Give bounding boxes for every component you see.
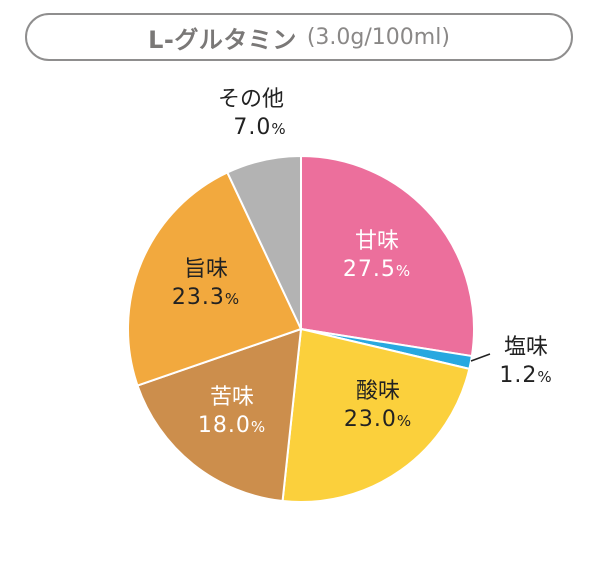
label-amami-unit: % [395,262,412,280]
leader-line-enmi [470,353,491,362]
label-sonota: その他 7.0% [196,86,306,143]
label-enmi-name: 塩味 [503,335,548,360]
label-sonota-name: その他 [217,87,284,112]
chart-subtitle: (3.0g/100ml) [306,24,450,50]
pie-slice-umami [127,171,302,387]
chart-title: L-グルタミン [148,25,297,54]
label-nigami-value: 18.0 [197,413,251,438]
label-sanmi-name: 酸味 [355,379,400,404]
label-sonota-value: 7.0 [233,115,272,140]
label-nigami-name: 苦味 [209,385,254,410]
label-sanmi-value: 23.0 [343,407,397,432]
label-amami-value: 27.5 [342,257,396,282]
label-sanmi: 酸味 23.0% [318,378,438,435]
pie-slice-sonota [226,155,302,330]
label-umami-unit: % [224,290,241,308]
label-nigami: 苦味 18.0% [172,384,292,441]
pie-slice-amami [300,155,475,358]
label-enmi-unit: % [537,368,553,386]
label-enmi: 塩味 1.2% [486,334,566,391]
label-sonota-unit: % [271,120,287,138]
label-enmi-value: 1.2 [499,363,538,388]
label-amami: 甘味 27.5% [322,228,432,285]
chart-title-box: L-グルタミン (3.0g/100ml) [25,13,573,61]
pie-slice-sanmi [281,328,471,503]
label-amami-name: 甘味 [354,229,399,254]
label-umami: 旨味 23.3% [146,256,266,313]
label-umami-value: 23.3 [171,285,225,310]
label-nigami-unit: % [250,418,267,436]
label-umami-name: 旨味 [183,257,228,282]
label-sanmi-unit: % [396,412,413,430]
